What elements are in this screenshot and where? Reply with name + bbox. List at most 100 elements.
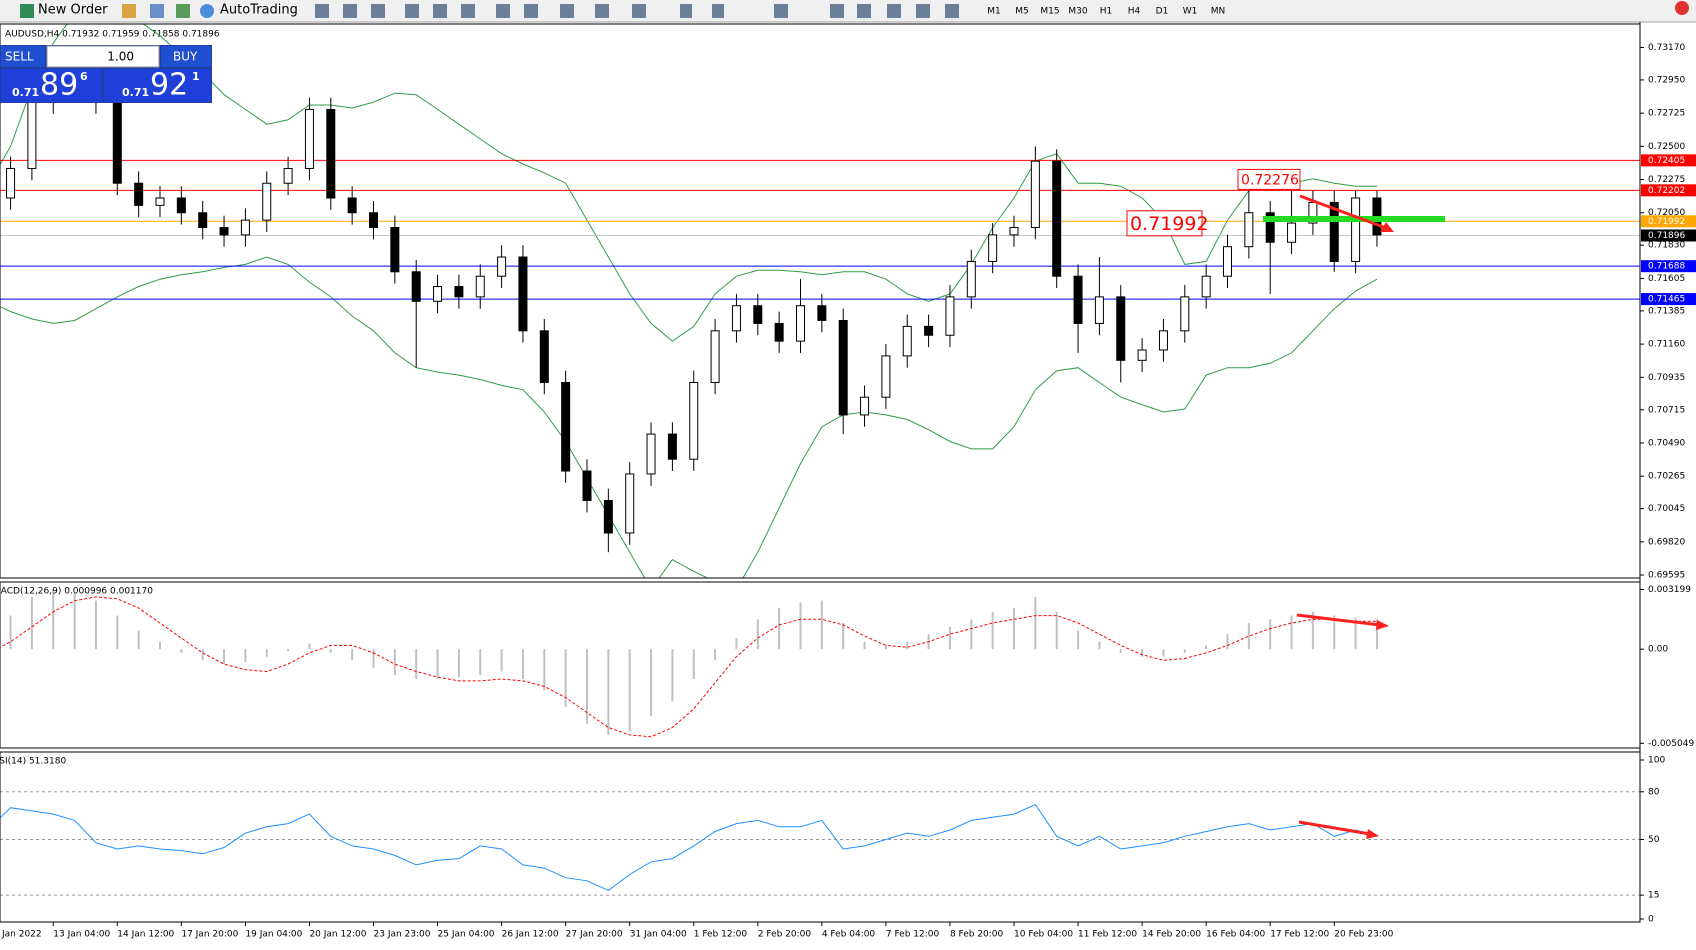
x-tick-label: 26 Jan 12:00 <box>502 930 559 940</box>
y-tick-label: 0.72950 <box>1648 75 1685 85</box>
timeframe-button[interactable]: H4 <box>1128 7 1141 17</box>
chart-header: AUDUSD,H4 0.71932 0.71959 0.71858 0.7189… <box>5 30 220 40</box>
candle-body <box>1201 275 1211 298</box>
candle-body <box>1116 296 1126 361</box>
timeframe-button[interactable]: M30 <box>1068 7 1087 17</box>
candle-body <box>475 275 485 298</box>
y-tick-label: 0.70490 <box>1648 438 1685 448</box>
candle-body <box>731 305 741 332</box>
ask-prefix: 0.71 <box>122 86 149 99</box>
new-order-button[interactable]: New Order <box>38 3 108 18</box>
candle-body <box>838 319 848 416</box>
sell-label[interactable]: SELL <box>5 50 34 64</box>
candle-body <box>539 330 549 383</box>
trendline <box>1296 613 1381 627</box>
candle-body <box>603 500 613 534</box>
x-tick-label: 20 Feb 23:00 <box>1334 930 1393 940</box>
timeframe-button[interactable]: H1 <box>1100 7 1113 17</box>
level-tag <box>1641 154 1696 167</box>
candle-body <box>283 167 293 184</box>
candle-body <box>689 381 699 460</box>
candle-body <box>1351 197 1361 262</box>
price-annotation: 0.72276 <box>1241 172 1299 188</box>
x-tick-label: 7 Feb 12:00 <box>886 930 940 940</box>
buy-label[interactable]: BUY <box>173 50 198 64</box>
y-tick-label: 50 <box>1648 835 1660 845</box>
ask-box[interactable] <box>104 69 211 102</box>
tool-icon[interactable] <box>176 4 190 18</box>
x-tick-label: 2 Feb 20:00 <box>758 930 812 940</box>
lot-input[interactable] <box>46 45 160 68</box>
candle-body <box>1329 201 1339 262</box>
x-tick-label: 31 Jan 04:00 <box>630 930 687 940</box>
new-order-icon[interactable] <box>20 4 34 18</box>
level-tag <box>1641 260 1696 273</box>
tool-icon[interactable] <box>122 4 136 18</box>
timeframe-button[interactable]: W1 <box>1183 7 1198 17</box>
timeframe-button[interactable]: MN <box>1211 7 1226 17</box>
timeframe-button[interactable]: M5 <box>1015 7 1029 17</box>
tool-icons <box>315 4 959 18</box>
candle-body <box>1244 212 1254 248</box>
y-tick-label: 0.003199 <box>1648 585 1691 595</box>
x-tick-label: 17 Jan 20:00 <box>181 930 238 940</box>
panel-frame <box>0 23 1641 579</box>
buy-button[interactable] <box>161 46 211 67</box>
y-tick-label: 0.72275 <box>1648 175 1685 185</box>
candle-body <box>155 197 165 206</box>
level-label: 0.71992 <box>1648 217 1685 227</box>
lot-value[interactable]: 1.00 <box>107 50 134 64</box>
candle-body <box>27 101 37 169</box>
level-tag <box>1641 293 1696 306</box>
candle-body <box>945 296 955 336</box>
tool-icon[interactable] <box>150 4 164 18</box>
candle-body <box>1094 296 1104 324</box>
timeframe-button[interactable]: D1 <box>1156 7 1169 17</box>
panel <box>0 589 1378 738</box>
timeframe-button[interactable]: M1 <box>987 7 1001 17</box>
y-tick-label: 0.70935 <box>1648 373 1685 383</box>
candle-body <box>753 305 763 324</box>
y-tick-label: 0.70715 <box>1648 405 1685 415</box>
autotrading-button[interactable]: AutoTrading <box>220 3 298 18</box>
level-label: 0.72202 <box>1648 186 1685 196</box>
y-tick-label: 0.71160 <box>1648 340 1685 350</box>
candle-body <box>582 470 592 502</box>
bid-prefix: 0.71 <box>12 86 39 99</box>
x-tick-label: 17 Feb 12:00 <box>1270 930 1329 940</box>
sell-button[interactable] <box>1 46 45 67</box>
candle-body <box>198 212 208 229</box>
candle-body <box>667 433 677 460</box>
rsi-line <box>0 803 1378 891</box>
ask-small: 1 <box>192 70 200 83</box>
trendline <box>1298 820 1371 836</box>
trendline <box>1299 194 1387 230</box>
candle-body <box>6 167 16 199</box>
candle-body <box>1030 160 1040 229</box>
candle-body <box>561 381 571 472</box>
candle-body <box>988 234 998 262</box>
level-tag <box>1641 215 1696 228</box>
toolbar <box>0 0 1696 22</box>
x-tick-label: 20 Jan 12:00 <box>309 930 366 940</box>
candle-body <box>796 305 805 342</box>
candle-body <box>1265 212 1275 243</box>
alert-badge[interactable] <box>1675 1 1689 15</box>
y-tick-label: 0.69595 <box>1648 571 1685 581</box>
autotrading-icon[interactable] <box>200 4 214 18</box>
x-tick-label: 14 Jan 12:00 <box>117 930 174 940</box>
timeframe-button[interactable]: M15 <box>1040 7 1059 17</box>
y-tick-label: 0 <box>1648 915 1654 925</box>
candle-body <box>240 219 250 236</box>
candle-body <box>518 256 528 332</box>
candle-body <box>1287 222 1297 243</box>
x-tick-label: 8 Feb 20:00 <box>950 930 1004 940</box>
candle-body <box>347 197 357 214</box>
bid-small: 6 <box>80 70 88 83</box>
candle-body <box>860 396 870 416</box>
bid-box[interactable] <box>1 69 102 102</box>
y-tick-label: 0.70045 <box>1648 504 1685 514</box>
candle-body <box>625 473 635 534</box>
level-label: 0.71896 <box>1648 231 1685 241</box>
